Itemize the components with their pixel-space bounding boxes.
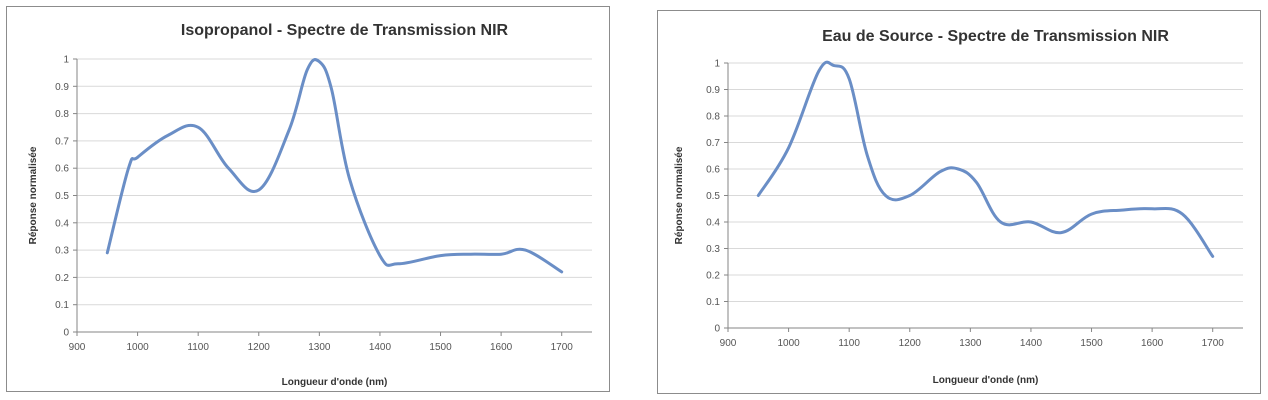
x-tick-label: 1700 — [1202, 338, 1225, 349]
y-tick-label: 0.3 — [706, 244, 720, 255]
x-tick-label: 1600 — [490, 342, 513, 353]
y-axis-label: Réponse normalisée — [28, 146, 39, 244]
y-tick-label: 0.6 — [55, 164, 69, 175]
x-tick-label: 1600 — [1141, 338, 1164, 349]
x-tick-label: 1200 — [248, 342, 271, 353]
x-tick-label: 1500 — [1080, 338, 1103, 349]
y-tick-label: 0.2 — [706, 271, 720, 282]
x-tick-label: 1100 — [187, 342, 209, 353]
x-tick-label: 1100 — [838, 338, 860, 349]
chart-svg-eau-de-source: 0 0.1 0.2 0.3 0.4 0.5 0.6 0.7 0.8 0.9 1 900 1000 1100… — [674, 28, 1243, 386]
y-tick-label: 1 — [63, 55, 69, 66]
x-tick-label: 1200 — [899, 338, 922, 349]
y-tick-label: 0.8 — [55, 109, 69, 120]
x-tick-label: 1300 — [959, 338, 982, 349]
y-tick-label: 0.7 — [55, 136, 69, 147]
x-tick-label: 1000 — [777, 338, 800, 349]
chart-panel-eau-de-source: 0 0.1 0.2 0.3 0.4 0.5 0.6 0.7 0.8 0.9 1 900 1000 1100… — [657, 10, 1261, 394]
y-tick-label: 0.2 — [55, 273, 69, 284]
x-tick-label: 1400 — [369, 342, 392, 353]
y-tick-label: 0.4 — [55, 218, 69, 229]
chart-title: Eau de Source - Spectre de Transmission … — [822, 28, 1169, 45]
y-tick-label: 0 — [714, 324, 720, 335]
x-tick-label: 1400 — [1020, 338, 1043, 349]
series-line — [105, 58, 564, 274]
chart-title: Isopropanol - Spectre de Transmission NI… — [181, 22, 509, 39]
y-tick-label: 0 — [63, 328, 69, 339]
x-tick-label: 1700 — [551, 342, 574, 353]
y-tick-label: 0.4 — [706, 218, 720, 229]
x-tick-label: 1000 — [126, 342, 149, 353]
y-tick-label: 0.5 — [55, 191, 69, 202]
y-tick-label: 0.9 — [706, 85, 720, 96]
y-tick-label: 1 — [714, 59, 720, 70]
x-tick-label: 1500 — [429, 342, 452, 353]
x-tick-label: 900 — [69, 342, 86, 353]
x-axis-label: Longueur d'onde (nm) — [933, 375, 1039, 386]
y-tick-label: 0.9 — [55, 82, 69, 93]
y-tick-label: 0.1 — [706, 297, 720, 308]
x-axis-label: Longueur d'onde (nm) — [282, 377, 388, 388]
y-tick-label: 0.8 — [706, 112, 720, 123]
chart-panel-isopropanol: 0 0.1 0.2 0.3 0.4 0.5 0.6 0.7 0.8 0.9 1 900 1000 1100… — [6, 6, 610, 392]
x-tick-label: 1300 — [308, 342, 331, 353]
y-tick-label: 0.7 — [706, 138, 720, 149]
x-tick-label: 900 — [720, 338, 737, 349]
y-tick-label: 0.3 — [55, 246, 69, 257]
series-line — [756, 60, 1215, 258]
y-axis-label: Réponse normalisée — [674, 146, 685, 244]
y-tick-label: 0.6 — [706, 165, 720, 176]
y-tick-label: 0.5 — [706, 191, 720, 202]
y-tick-label: 0.1 — [55, 300, 69, 311]
chart-svg-isopropanol: 0 0.1 0.2 0.3 0.4 0.5 0.6 0.7 0.8 0.9 1 900 1000 1100… — [28, 22, 592, 388]
